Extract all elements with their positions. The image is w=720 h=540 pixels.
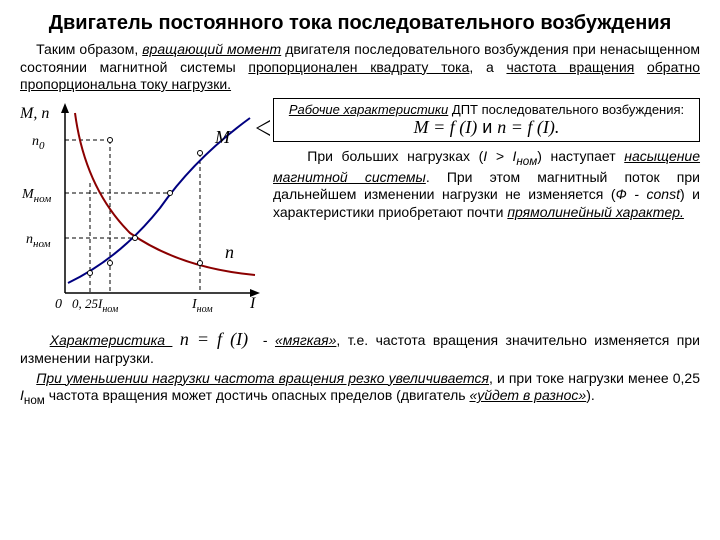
characteristic-paragraph: Характеристика n = f (I) - «мягкая», т.е… <box>20 328 700 368</box>
svg-text:n0: n0 <box>32 134 45 152</box>
svg-text:Mном: Mном <box>21 187 51 205</box>
svg-text:n: n <box>225 242 234 262</box>
svg-text:0: 0 <box>55 297 62 312</box>
right-paragraph: При больших нагрузках (I > Iном) наступа… <box>273 148 700 222</box>
svg-text:M, n: M, n <box>20 105 49 122</box>
callout-box: Рабочие характеристики ДПТ последователь… <box>273 98 700 142</box>
svg-text:M: M <box>214 127 231 147</box>
characteristics-chart: M, n I 0 n0 Mном nном 0, 25Iном Iном M n <box>20 98 265 326</box>
svg-text:Iном: Iном <box>191 297 213 315</box>
svg-text:0, 25Iном: 0, 25Iном <box>72 296 119 315</box>
intro-paragraph: Таким образом, вращающий момент двигател… <box>20 41 700 94</box>
warning-paragraph: При уменьшении нагрузки частота вращения… <box>20 370 700 409</box>
svg-text:nном: nном <box>26 232 51 250</box>
page-title: Двигатель постоянного тока последователь… <box>20 12 700 35</box>
svg-text:I: I <box>249 295 256 312</box>
